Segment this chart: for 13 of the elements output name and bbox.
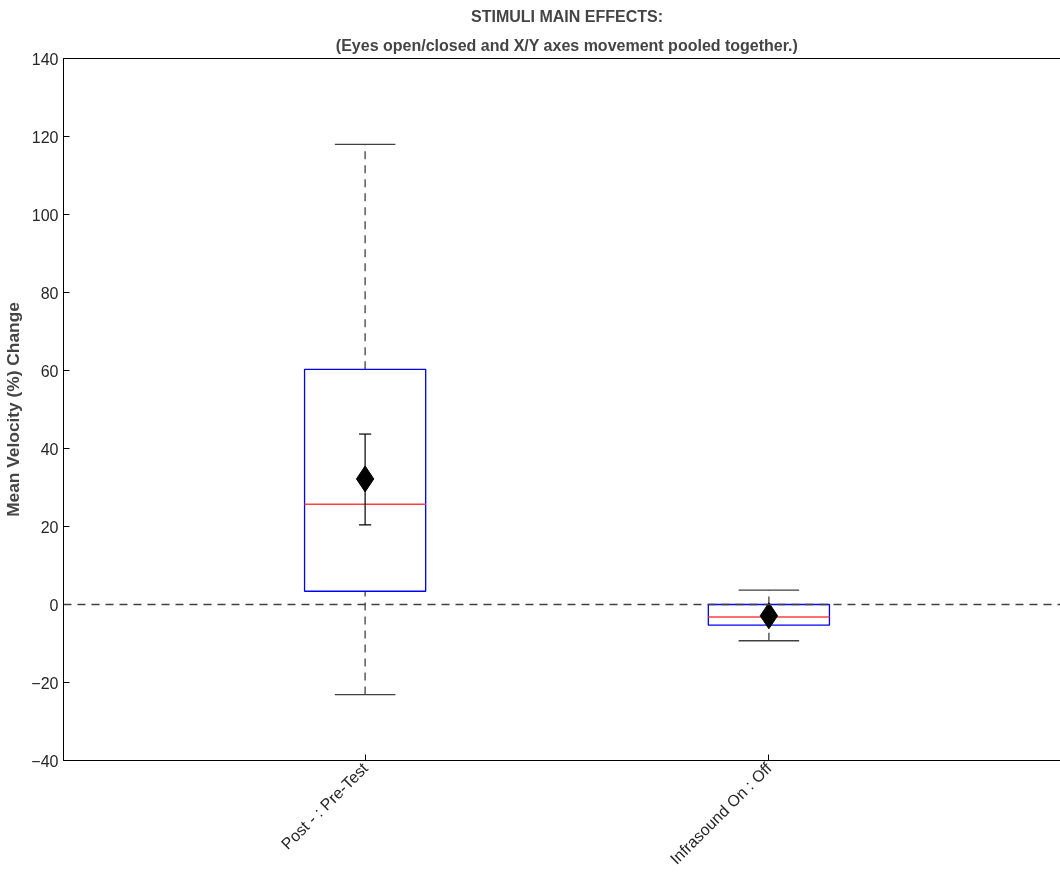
y-tick-label: 0 <box>49 596 59 614</box>
y-tick-label: −20 <box>31 674 59 692</box>
y-tick-label: 140 <box>31 50 59 68</box>
y-tick-label: 20 <box>40 518 59 536</box>
y-tick-label: 120 <box>31 128 59 146</box>
y-tick-label: 100 <box>31 206 59 224</box>
y-tick-label: 80 <box>40 284 59 302</box>
chart-subtitle: (Eyes open/closed and X/Y axes movement pooled together.) <box>335 36 798 54</box>
y-tick-label: 40 <box>40 440 59 458</box>
y-tick-label: 60 <box>40 362 59 380</box>
chart-title: STIMULI MAIN EFFECTS: <box>471 7 663 25</box>
y-tick-label: −40 <box>31 752 59 770</box>
y-axis-title: Mean Velocity (%) Change <box>3 301 24 517</box>
